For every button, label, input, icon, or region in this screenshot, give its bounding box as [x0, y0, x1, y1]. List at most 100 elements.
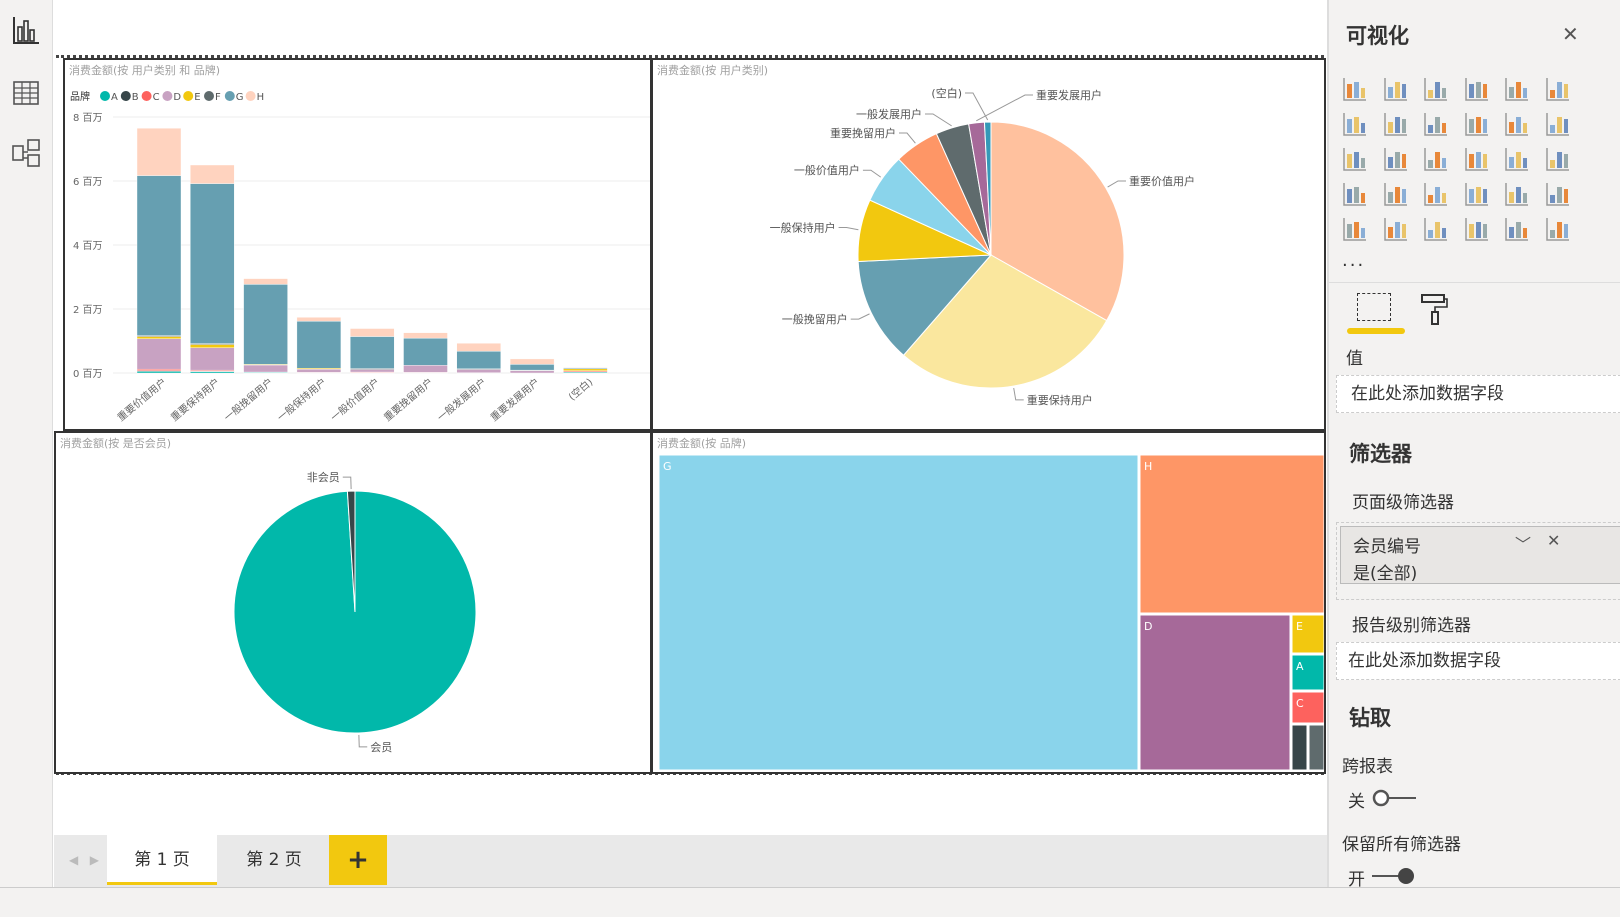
- bar-H-7: [509, 358, 555, 365]
- pie-slice-1: [346, 490, 356, 613]
- pie-label: 一般保持用户: [770, 221, 836, 235]
- bar-G-2: [243, 284, 288, 365]
- treemap-tile-E: [1291, 614, 1324, 654]
- stacked-column-icon[interactable]: [1383, 76, 1409, 102]
- kpi-icon[interactable]: [1545, 181, 1571, 207]
- table-icon[interactable]: [1383, 216, 1409, 242]
- stacked-column-chart[interactable]: 消费金额(按 用户类别 和 品牌) 品牌 A B C D E F G H 0 百万 2 百万 4 百万…: [63, 58, 652, 431]
- model-view-icon[interactable]: [11, 138, 41, 168]
- funnel-icon[interactable]: [1383, 181, 1409, 207]
- treemap-label-D: D: [1144, 620, 1152, 633]
- keep-filters-toggle[interactable]: [1370, 866, 1416, 890]
- pie-label: 重要发展用户: [1036, 88, 1102, 102]
- leader-line: [838, 227, 859, 231]
- report-view-icon[interactable]: [11, 15, 41, 45]
- brand-treemap[interactable]: 消费金额(按 品牌) G H D E A C: [651, 431, 1326, 774]
- pie-label: 会员: [370, 741, 392, 754]
- chevron-down-icon[interactable]: ﹀: [1515, 535, 1532, 554]
- bar-G-0: [136, 175, 182, 336]
- arcgis-icon[interactable]: [1545, 216, 1571, 242]
- x-tick-label: 一般发展用户: [434, 375, 488, 424]
- tab-scroll-arrows[interactable]: ◀ ▶: [69, 853, 99, 867]
- x-tick-label: 重要价值用户: [115, 375, 169, 424]
- leader-line: [358, 734, 368, 748]
- treemap-label-H: H: [1144, 460, 1152, 473]
- x-tick-label: 一般保持用户: [275, 375, 329, 424]
- cross-report-label: 跨报表: [1342, 757, 1393, 777]
- data-view-icon[interactable]: [11, 78, 41, 108]
- area-icon[interactable]: [1383, 111, 1409, 137]
- clustered-column-icon[interactable]: [1464, 76, 1490, 102]
- 100-stacked-bar-icon[interactable]: [1504, 76, 1530, 102]
- gauge-icon[interactable]: [1423, 181, 1449, 207]
- x-tick-label: (空白): [566, 375, 596, 403]
- treemap-icon[interactable]: [1504, 146, 1530, 172]
- y-tick-label: 2 百万: [73, 304, 103, 316]
- tab-page-1[interactable]: 第 1 页: [107, 835, 217, 885]
- bar-D-6: [456, 369, 501, 373]
- scatter-icon[interactable]: [1383, 146, 1409, 172]
- y-tick-label: 6 百万: [73, 176, 103, 188]
- tab-page-2[interactable]: 第 2 页: [246, 850, 302, 870]
- more-visuals-button[interactable]: ...: [1342, 250, 1366, 271]
- card-icon[interactable]: [1464, 181, 1490, 207]
- user-category-pie-chart[interactable]: 消费金额(按 用户类别) 重要价值用户 重要保持用户 一般挽留用户 一般保持用户 一般价…: [651, 58, 1326, 431]
- treemap-label-C: C: [1296, 697, 1304, 710]
- line-clustered-column-icon[interactable]: [1504, 111, 1530, 137]
- pie-label: 一般价值用户: [794, 163, 860, 177]
- report-filter-drop-well[interactable]: 在此处添加数据字段: [1336, 642, 1620, 680]
- map-icon[interactable]: [1545, 146, 1571, 172]
- close-icon[interactable]: ✕: [1562, 22, 1579, 46]
- page-filters-label: 页面级筛选器: [1352, 493, 1454, 513]
- r-visual-icon[interactable]: [1464, 216, 1490, 242]
- pie-label: (空白): [931, 86, 962, 100]
- canvas-border-top: [56, 55, 1324, 58]
- bar-H-0: [136, 127, 182, 176]
- legend-marker-D: [162, 91, 173, 101]
- leader-line: [342, 476, 352, 490]
- bar-E-8: [563, 368, 608, 371]
- bar-G-4: [350, 336, 395, 369]
- add-page-button[interactable]: +: [329, 835, 387, 885]
- leader-line: [1013, 387, 1024, 401]
- values-drop-well[interactable]: 在此处添加数据字段: [1336, 375, 1620, 413]
- stacked-bar-icon[interactable]: [1342, 76, 1368, 102]
- bar-C-0: [136, 368, 182, 371]
- treemap-label-G: G: [663, 460, 672, 473]
- bar-G-1: [190, 183, 235, 344]
- x-tick-label: 一般价值用户: [328, 375, 382, 424]
- ribbon-icon[interactable]: [1545, 111, 1571, 137]
- legend-marker-H: [245, 91, 256, 101]
- donut-icon[interactable]: [1464, 146, 1490, 172]
- matrix-icon[interactable]: [1423, 216, 1449, 242]
- waterfall-icon[interactable]: [1342, 146, 1368, 172]
- format-paint-roller-icon[interactable]: [1419, 292, 1449, 333]
- line-column-icon[interactable]: [1464, 111, 1490, 137]
- pie-label: 一般挽留用户: [782, 312, 848, 326]
- legend-marker-G: [224, 91, 235, 101]
- stacked-area-icon[interactable]: [1423, 111, 1449, 137]
- 100-stacked-column-icon[interactable]: [1545, 76, 1571, 102]
- remove-filter-icon[interactable]: ✕: [1547, 531, 1561, 550]
- line-icon[interactable]: [1342, 111, 1368, 137]
- legend-label-B: B: [132, 92, 139, 103]
- filled-map-icon[interactable]: [1342, 181, 1368, 207]
- fields-tab-icon[interactable]: [1357, 293, 1391, 321]
- pie-label: 非会员: [307, 471, 340, 484]
- bar-G-7: [509, 364, 555, 371]
- filter-card-member-id[interactable]: 会员编号 是(全部) ﹀ ✕: [1340, 526, 1620, 584]
- treemap-label-A: A: [1296, 660, 1304, 673]
- bar-E-0: [136, 336, 182, 339]
- y-tick-label: 8 百万: [73, 112, 103, 124]
- cross-report-toggle[interactable]: [1372, 788, 1418, 812]
- treemap-tile-C: [1291, 691, 1324, 724]
- treemap-tile-A: [1291, 654, 1324, 691]
- python-visual-icon[interactable]: [1504, 216, 1530, 242]
- member-pie-chart[interactable]: 消费金额(按 是否会员) 会员 非会员: [54, 431, 652, 774]
- clustered-bar-icon[interactable]: [1423, 76, 1449, 102]
- multi-row-card-icon[interactable]: [1504, 181, 1530, 207]
- slicer-icon[interactable]: [1342, 216, 1368, 242]
- filters-heading: 筛选器: [1349, 442, 1412, 466]
- pie-icon[interactable]: [1423, 146, 1449, 172]
- leader-line: [850, 313, 870, 320]
